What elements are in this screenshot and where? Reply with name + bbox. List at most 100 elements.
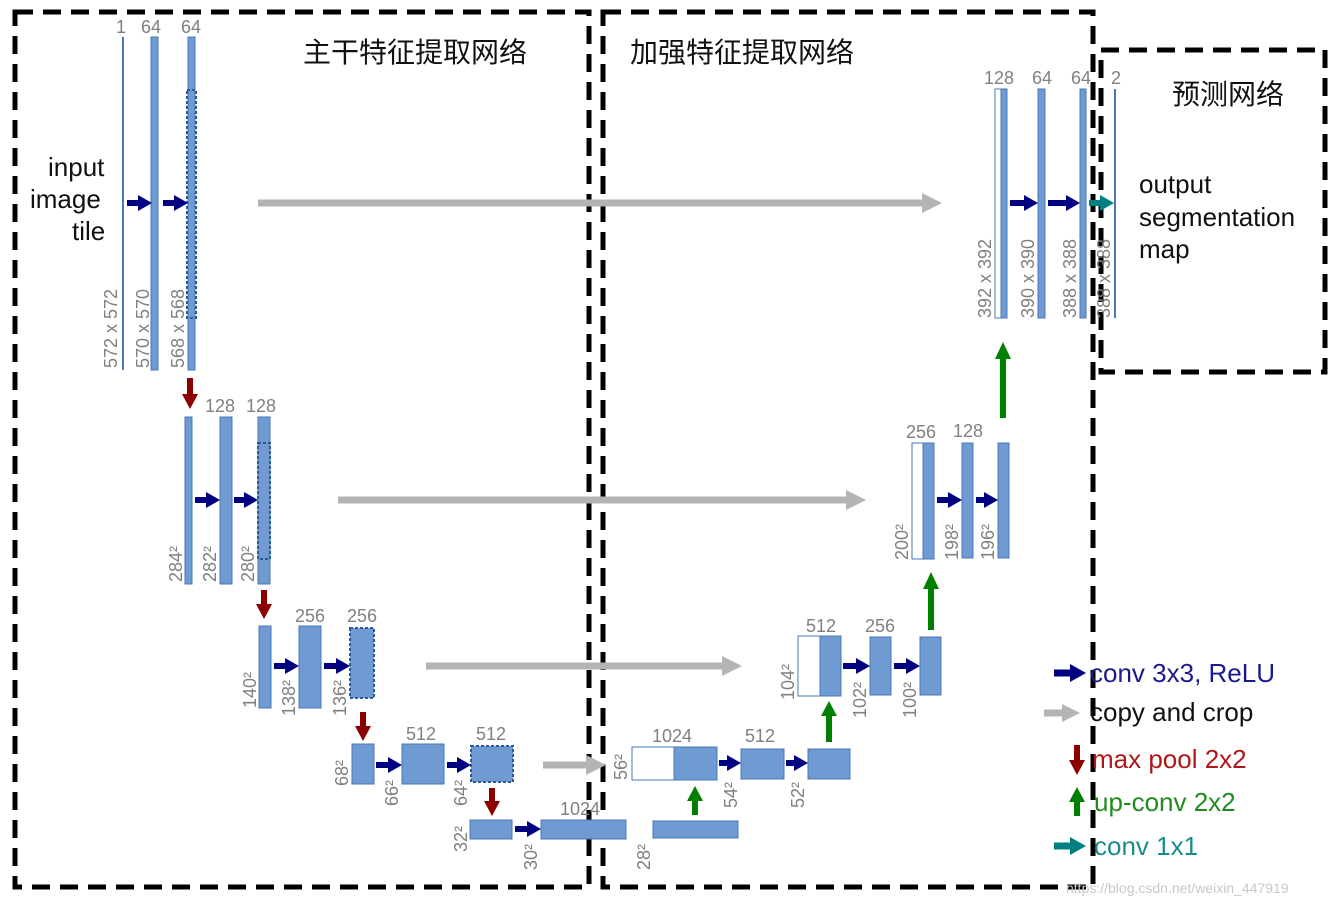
feature-map-block [257,416,271,585]
channel-label: 128 [953,421,983,441]
size-label: 196² [978,524,998,560]
channel-label: 256 [347,606,377,626]
channel-label: 256 [906,422,936,442]
channel-label: 1024 [652,726,692,746]
conv-arrows [127,195,1080,837]
channel-label: 128 [205,396,235,416]
conv1x1-arrow [1089,195,1114,211]
channel-label: 1 [116,17,126,37]
size-label: 68² [332,760,352,786]
size-label: 568 x 568 [168,289,188,368]
copied-map-block [994,88,1002,319]
predict-section-box [1098,47,1328,375]
size-label: 282² [200,546,220,582]
copy-crop-arrows [258,193,942,775]
feature-map-block [819,635,842,697]
feature-map-block [187,36,196,371]
legend-upconv: up-conv 2x2 [1069,787,1236,817]
size-label: 56² [611,754,631,780]
feature-map-block [997,442,1010,559]
legend-conv3x3: conv 3x3, ReLU [1054,658,1275,688]
output-label: map [1139,234,1190,264]
feature-map-block [673,746,718,781]
size-label: 30² [521,844,541,870]
size-label: 198² [942,524,962,560]
feature-map-block [1000,88,1008,319]
feature-map-block [298,625,322,709]
level2-encoder: 128 128 284² 282² 280² [166,396,276,585]
level1-encoder: 1 64 64 572 x 572 570 x 570 568 x 568 [101,17,201,371]
channel-label: 512 [745,726,775,746]
channel-label: 512 [806,616,836,636]
size-label: 280² [238,546,258,582]
legend-maxpool: max pool 2x2 [1069,744,1247,775]
feature-map-block [1079,88,1087,319]
channel-label: 512 [406,724,436,744]
channel-label: 256 [295,606,325,626]
size-label: 100² [900,682,920,718]
backbone-section-box [12,9,592,890]
feature-map-block [219,416,233,585]
legend-copy-crop: copy and crop [1044,697,1253,727]
size-label: 140² [240,672,260,708]
size-label: 54² [721,782,741,808]
legend-label: up-conv 2x2 [1094,787,1236,817]
size-label: 52² [788,782,808,808]
feature-map-block [122,37,124,370]
size-label: 138² [279,680,299,716]
feature-map-block [184,416,193,585]
legend-label: conv 1x1 [1094,831,1198,861]
size-label: 572 x 572 [101,289,121,368]
feature-map-block [869,636,892,696]
size-label: 388 x 388 [1094,239,1114,318]
input-label: tile [72,216,105,246]
level4-decoder: 1024 512 56² 54² 52² [611,726,851,808]
feature-map-block [961,442,974,559]
size-label: 64² [451,780,471,806]
enhance-section-box [600,9,1096,890]
size-label: 570 x 570 [133,289,153,368]
size-label: 284² [166,546,186,582]
feature-map-block [740,748,785,780]
feature-map-block [401,743,445,785]
output-label: output [1139,169,1212,199]
legend: conv 3x3, ReLU copy and crop max pool 2x… [1044,658,1275,861]
feature-map-block [919,636,942,696]
legend-label: copy and crop [1090,697,1253,727]
size-label: 392 x 392 [975,239,995,318]
legend-label: max pool 2x2 [1092,744,1247,774]
channel-label: 64 [1071,68,1091,88]
feature-map-block [351,743,375,785]
size-label: 32² [451,826,471,852]
feature-map-block [922,442,935,560]
level1-decoder: 128 64 64 2 392 x 392 390 x 390 388 x 38… [975,68,1121,319]
channel-label: 512 [476,724,506,744]
size-label: 66² [382,780,402,806]
crop-region [186,89,197,319]
watermark: https://blog.csdn.net/weixin_447919 [1066,880,1289,896]
feature-map-block [349,627,375,699]
size-label: 104² [778,664,798,700]
channel-label: 256 [865,616,895,636]
predict-section-title: 预测网络 [1172,78,1284,111]
legend-conv1x1: conv 1x1 [1054,831,1198,861]
size-label: 390 x 390 [1018,239,1038,318]
feature-map-block [540,819,627,840]
channel-label: 64 [1032,68,1052,88]
channel-label: 1024 [560,799,600,819]
channel-label: 2 [1111,68,1121,88]
feature-map-block [652,820,739,839]
legend-label: conv 3x3, ReLU [1090,658,1275,688]
feature-map-block [1037,88,1046,319]
crop-region [257,442,271,560]
channel-label: 128 [246,396,276,416]
output-label: segmentation [1139,202,1295,232]
upconv-arrows [687,342,1011,815]
feature-map-block [469,819,513,840]
backbone-section-title: 主干特征提取网络 [303,36,527,69]
size-label: 200² [892,524,912,560]
copied-map-block [911,442,924,560]
level4-encoder: 512 512 68² 66² 64² [332,724,514,806]
channel-label: 128 [984,68,1014,88]
